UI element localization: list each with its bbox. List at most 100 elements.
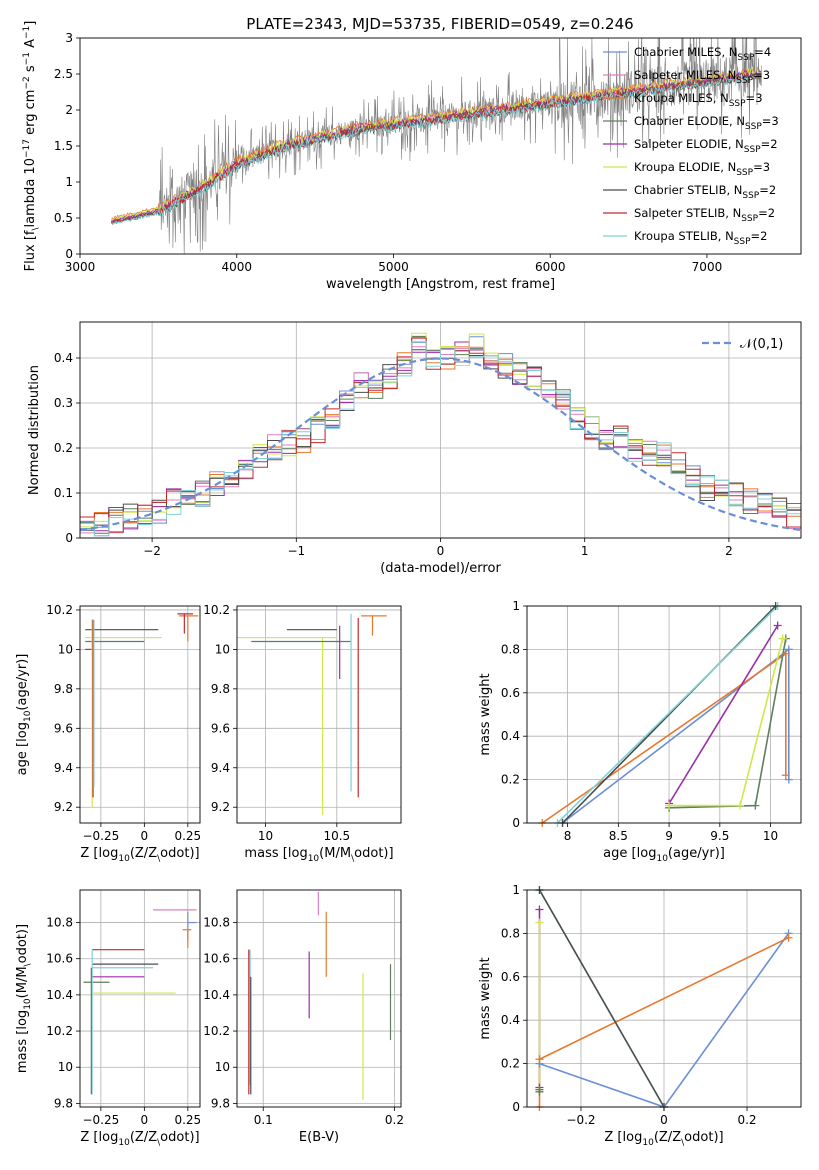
y-tick-label: 1: [512, 883, 520, 897]
x-tick-label: 0.25: [174, 829, 201, 843]
y-tick-label: 10.6: [203, 952, 230, 966]
panel-residuals: −2 −1 0 1 2 0 0.1 0.2 0.3 0.4 (data-model)/error No…: [27, 321, 802, 576]
mass-weight-marker: [535, 918, 544, 927]
axes-frame: [236, 605, 402, 824]
mass-weight-marker: [778, 634, 787, 643]
y-tick-label: 0.2: [501, 1057, 520, 1071]
x-tick-label: −0.25: [82, 829, 119, 843]
y-tick-label: 2: [65, 103, 73, 117]
axes-frame: [79, 889, 201, 1108]
plot-area: [85, 613, 199, 808]
y-tick-label: 10.8: [203, 916, 230, 930]
axes-frame: [526, 605, 802, 824]
y-tick-label: 10.2: [46, 1024, 73, 1038]
x-axis-label: wavelength [Angstrom, rest frame]: [326, 277, 555, 292]
mass-weight-marker: [781, 771, 790, 780]
x-tick-label: −0.2: [566, 1113, 595, 1127]
normal-curve: [80, 357, 801, 532]
y-tick-label: 0: [65, 531, 73, 545]
legend-label: Salpeter MILES, NSSP=3: [634, 68, 770, 86]
axes-frame: [236, 889, 402, 1108]
x-tick-label: 5000: [378, 260, 409, 274]
y-tick-label: 9.6: [211, 721, 230, 735]
y-tick-label: 0.6: [501, 970, 520, 984]
x-tick-label: 10.5: [323, 829, 350, 843]
x-axis-label: Z [log10(Z/Z\odot)]: [604, 1130, 723, 1148]
model-spectrum: [111, 66, 762, 220]
y-tick-label: 9.4: [54, 761, 73, 775]
y-tick-label: 10.2: [203, 603, 230, 617]
axes-frame: [526, 889, 802, 1108]
y-tick-label: 0.8: [501, 926, 520, 940]
mass-weight-marker: [784, 775, 793, 784]
y-tick-label: 0.8: [501, 642, 520, 656]
x-axis-label: Z [log10(Z/Z\odot)]: [80, 1130, 199, 1148]
y-tick-label: 0.5: [54, 211, 73, 225]
y-tick-label: 10.2: [203, 1024, 230, 1038]
y-tick-label: 0: [512, 1100, 520, 1114]
mass-weight-line: [541, 652, 787, 823]
y-tick-label: 1.5: [54, 139, 73, 153]
x-tick-label: −1: [287, 544, 305, 558]
mass-weight-marker: [665, 801, 674, 810]
x-tick-label: 9: [665, 829, 673, 843]
y-tick-label: 0.6: [501, 686, 520, 700]
panel-mass-vs-Z: −0.25 0 0.25 9.8 10 10.2 10.4 10.6 10.8 Z [log10(…: [15, 889, 201, 1148]
panel-massweight-vs-age: 8 8.5 9 9.5 10 0 0.2 0.4 0.6 0.8 1 age [log10(age/y…: [478, 599, 802, 864]
axes-frame: [79, 605, 201, 824]
y-tick-label: 0.2: [501, 773, 520, 787]
y-tick-label: 1: [512, 599, 520, 613]
plot-area: [80, 332, 801, 537]
x-tick-label: 0.1: [254, 1113, 273, 1127]
axes-frame: [79, 321, 802, 539]
legend-label: Chabrier MILES, NSSP=4: [634, 45, 771, 63]
x-axis-label: Z [log10(Z/Z\odot)]: [80, 846, 199, 864]
plot-area: [110, 38, 762, 254]
mass-weight-marker: [751, 801, 760, 810]
legend-label: Salpeter STELIB, NSSP=2: [634, 206, 775, 224]
mass-weight-line: [668, 625, 779, 804]
y-tick-label: 2.5: [54, 67, 73, 81]
y-tick-label: 1: [65, 175, 73, 189]
panel-spectrum: 3000 4000 5000 6000 7000 0 0.5 1 1.5 2 2.5 3 wavelen…: [22, 21, 802, 292]
x-tick-label: 8.5: [609, 829, 628, 843]
x-tick-label: 1: [581, 544, 589, 558]
y-tick-label: 10.2: [46, 603, 73, 617]
mass-weight-line: [539, 932, 790, 1107]
figure-title: PLATE=2343, MJD=53735, FIBERID=0549, z=0…: [246, 15, 633, 33]
x-tick-label: 0: [141, 1113, 149, 1127]
panel-mass-vs-ebv: 0.1 0.2 9.8 10 10.2 10.4 10.6 10.8 E(B-V): [203, 889, 404, 1145]
y-tick-label: 0: [65, 247, 73, 261]
y-tick-label: 9.2: [211, 800, 230, 814]
plot-area: [237, 613, 387, 816]
mass-weight-marker: [781, 649, 790, 658]
panel-age-vs-mass: 10 10.5 9.2 9.4 9.6 9.8 10 10.2 mass [log10(M/M\…: [203, 603, 402, 864]
mass-weight-marker: [784, 933, 793, 942]
y-tick-label: 10: [215, 642, 230, 656]
x-tick-label: 0: [660, 1113, 668, 1127]
y-tick-label: 9.8: [54, 682, 73, 696]
y-tick-label: 10.6: [46, 952, 73, 966]
mass-weight-marker: [736, 801, 745, 810]
legend-label: 𝒩(0,1): [740, 337, 783, 352]
x-tick-label: 2: [725, 544, 733, 558]
y-tick-label: 10: [58, 1060, 73, 1074]
x-tick-label: 3000: [65, 260, 96, 274]
x-axis-label: mass [log10(M/M\odot)]: [244, 846, 393, 864]
plot-area: [248, 891, 392, 1100]
plot-area: [541, 606, 790, 823]
legend-label: Salpeter ELODIE, NSSP=2: [634, 137, 778, 155]
y-tick-label: 10.4: [46, 988, 73, 1002]
mass-weight-line: [538, 890, 665, 1107]
x-tick-label: 8: [564, 829, 572, 843]
plot-area: [83, 909, 197, 1095]
legend-label: Kroupa STELIB, NSSP=2: [634, 229, 768, 247]
mass-weight-marker: [535, 1055, 544, 1064]
model-spectrum: [111, 72, 762, 225]
y-tick-label: 9.2: [54, 800, 73, 814]
y-tick-label: 10: [58, 642, 73, 656]
y-tick-label: 9.8: [54, 1096, 73, 1110]
x-tick-label: 0.25: [174, 1113, 201, 1127]
x-tick-label: 9.5: [710, 829, 729, 843]
